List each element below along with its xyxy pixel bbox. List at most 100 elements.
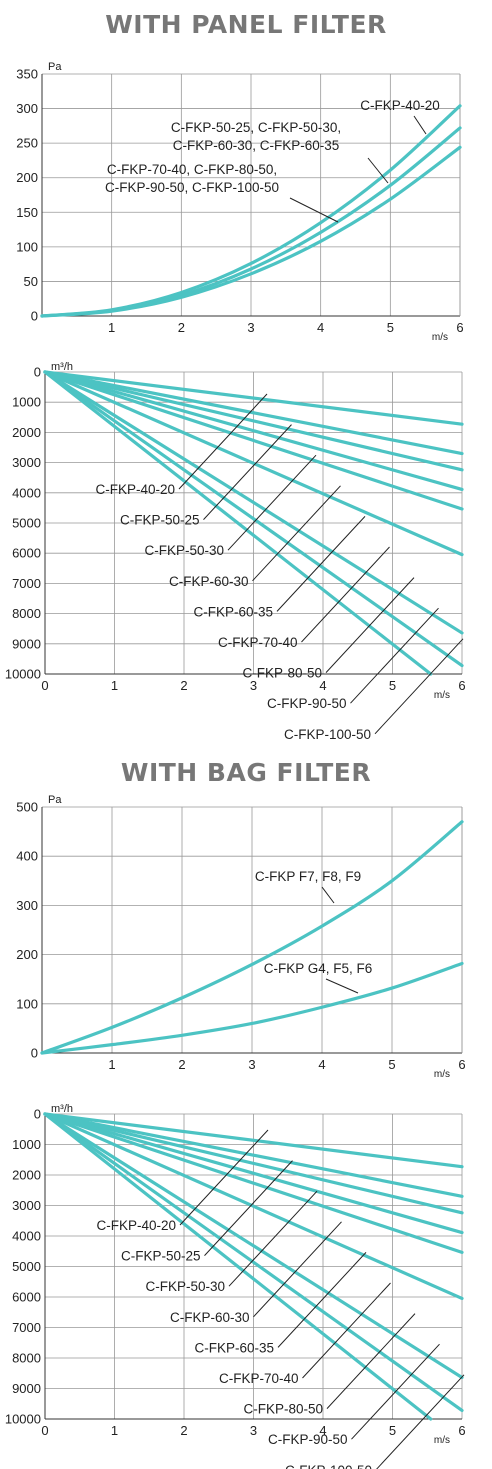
leader-line [289, 197, 339, 223]
curve-annotation: C-FKP-70-40, C-FKP-80-50, C-FKP-90-50, C-… [105, 162, 339, 223]
series-label-text: C-FKP-60-35 [193, 604, 273, 619]
annotation-text: C-FKP G4, F5, F6 [264, 961, 373, 976]
leader-line [325, 577, 415, 673]
series-label-2: C-FKP-50-30 [144, 454, 317, 558]
series-label-text: C-FKP-50-30 [144, 543, 224, 558]
y-tick-label: 250 [16, 136, 38, 151]
series-label-2: C-FKP-50-30 [145, 1190, 318, 1294]
panel-filter-title: WITH PANEL FILTER [105, 10, 387, 39]
annotation-text: C-FKP-50-25, C-FKP-50-30, [171, 120, 341, 135]
y-tick-label: 5000 [12, 1259, 41, 1274]
y-tick-label: 6000 [12, 546, 41, 561]
x-tick-label: 0 [41, 678, 48, 693]
y-tick-label: 100 [16, 239, 38, 254]
y-tick-label: 300 [16, 101, 38, 116]
series-line-8 [43, 370, 433, 676]
y-tick-label: 6000 [12, 1290, 41, 1305]
curve-annotation: C-FKP G4, F5, F6 [264, 961, 373, 994]
y-tick-label: 10000 [5, 667, 41, 682]
series-line-6 [43, 370, 464, 635]
series-label-0: C-FKP-40-20 [95, 393, 268, 497]
y-tick-label: 3000 [12, 1198, 41, 1213]
x-tick-label: 6 [456, 320, 463, 335]
leader-line [227, 454, 317, 551]
y-tick-label: 0 [34, 1107, 41, 1122]
y-tick-label: 1000 [12, 1137, 41, 1152]
x-tick-label: 2 [180, 678, 187, 693]
leader-line [413, 115, 427, 135]
x-tick-label: 4 [317, 320, 324, 335]
series-line-2 [40, 145, 462, 318]
y-axis-label: m³/h [51, 361, 73, 373]
series-line-2 [43, 1112, 464, 1215]
y-tick-label: 9000 [12, 1381, 41, 1396]
y-tick-label: 10000 [5, 1412, 41, 1427]
x-tick-label: 4 [318, 1057, 325, 1072]
y-tick-label: 3000 [12, 455, 41, 470]
x-tick-label: 2 [178, 320, 185, 335]
series-line-5 [43, 370, 464, 557]
series-label-3: C-FKP-60-30 [170, 1221, 342, 1325]
y-tick-label: 0 [34, 365, 41, 380]
series-label-6: C-FKP-80-50 [242, 577, 415, 681]
annotation-text: C-FKP-40-20 [360, 98, 440, 113]
x-tick-label: 5 [389, 678, 396, 693]
y-axis-label: Pa [48, 61, 62, 73]
leader-line [350, 607, 439, 704]
series-line-1 [43, 370, 464, 456]
leader-line [204, 1160, 293, 1256]
series-label-text: C-FKP-60-30 [170, 1310, 250, 1325]
x-tick-label: 3 [248, 1057, 255, 1072]
y-tick-label: 7000 [12, 576, 41, 591]
series-label-6: C-FKP-80-50 [243, 1313, 416, 1417]
series-label-1: C-FKP-50-25 [120, 424, 292, 528]
series-label-text: C-FKP-40-20 [95, 482, 175, 497]
leader-line [367, 157, 389, 184]
leader-line [178, 393, 268, 490]
leader-line [301, 546, 390, 643]
series-label-7: C-FKP-90-50 [267, 607, 439, 711]
y-tick-label: 500 [16, 800, 38, 815]
x-tick-label: 4 [319, 678, 326, 693]
y-tick-label: 300 [16, 898, 38, 913]
series-line-3 [43, 1112, 464, 1235]
x-tick-label: 3 [250, 678, 257, 693]
y-tick-label: 1000 [12, 395, 41, 410]
series-label-text: C-FKP-40-20 [96, 1218, 176, 1233]
series-label-text: C-FKP-50-30 [145, 1279, 225, 1294]
y-tick-label: 5000 [12, 516, 41, 531]
bag-filter-title: WITH BAG FILTER [120, 758, 372, 787]
y-tick-label: 2000 [12, 1168, 41, 1183]
curve-annotation: C-FKP-40-20 [360, 98, 440, 135]
grid [42, 806, 463, 1054]
series-line-7 [43, 370, 464, 668]
series-label-5: C-FKP-70-40 [219, 1282, 391, 1386]
x-tick-label: 6 [458, 1057, 465, 1072]
series-label-8: C-FKP-100-50 [285, 1374, 465, 1469]
x-tick-label: 6 [458, 678, 465, 693]
series-label-text: C-FKP-80-50 [243, 1402, 323, 1417]
series-label-text: C-FKP-100-50 [285, 1463, 372, 1469]
x-tick-label: 6 [458, 1423, 465, 1438]
x-tick-label: 2 [178, 1057, 185, 1072]
x-axis-label: m/s [432, 332, 448, 343]
series-label-4: C-FKP-60-35 [193, 516, 366, 619]
series-line-7 [43, 1112, 464, 1413]
curve-annotation: C-FKP-50-25, C-FKP-50-30, C-FKP-60-30, C-… [171, 120, 389, 184]
y-tick-label: 4000 [12, 1229, 41, 1244]
panel-airflow-chart: 0 1 2 3 4 5 6 0 1000 2000 3000 4000 5000 6000 7000 8000… [5, 361, 466, 742]
series-label-3: C-FKP-60-30 [169, 485, 341, 589]
x-tick-label: 1 [108, 320, 115, 335]
y-tick-label: 100 [16, 996, 38, 1011]
x-tick-label: 3 [250, 1423, 257, 1438]
leader-line [374, 638, 464, 735]
series-line-1 [43, 1112, 464, 1198]
leader-line [228, 1190, 318, 1287]
series-line-1 [40, 961, 464, 1055]
series-label-text: C-FKP-60-30 [169, 574, 249, 589]
y-axis-label: Pa [48, 794, 62, 806]
series-line-6 [43, 1112, 464, 1380]
series-line-2 [43, 370, 464, 472]
annotation-text: C-FKP-60-30, C-FKP-60-35 [173, 138, 340, 153]
y-tick-label: 200 [16, 947, 38, 962]
